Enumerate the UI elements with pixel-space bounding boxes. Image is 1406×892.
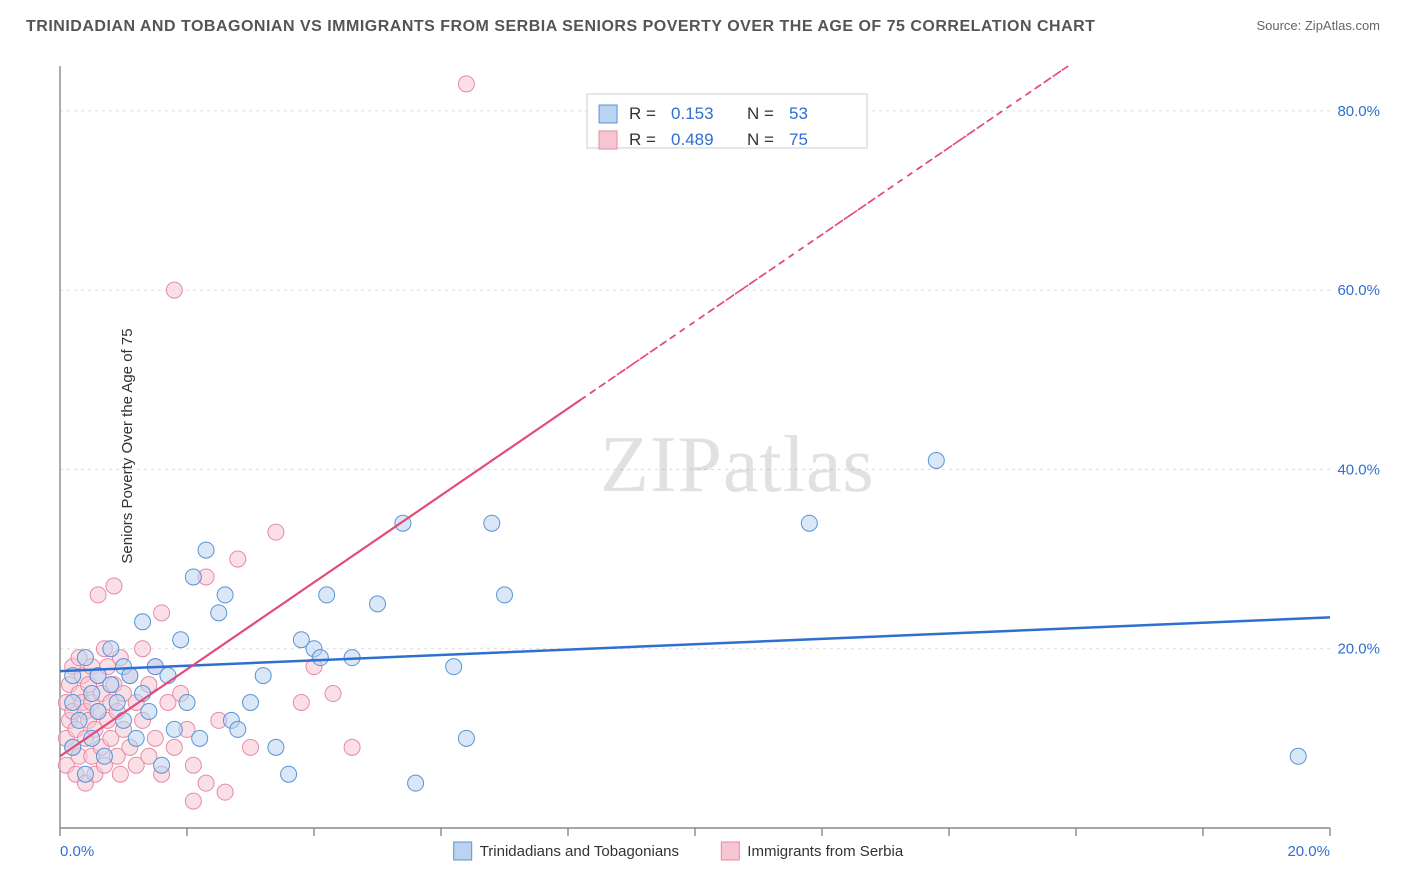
scatter-point-tt xyxy=(484,515,500,531)
scatter-point-sr xyxy=(268,524,284,540)
scatter-point-tt xyxy=(103,641,119,657)
x-tick-label: 0.0% xyxy=(60,843,94,860)
legend-swatch xyxy=(454,842,472,860)
scatter-point-tt xyxy=(928,452,944,468)
scatter-point-tt xyxy=(211,605,227,621)
source-label: Source: ZipAtlas.com xyxy=(1256,18,1380,33)
y-tick-label: 20.0% xyxy=(1337,641,1380,658)
scatter-point-tt xyxy=(90,703,106,719)
scatter-point-tt xyxy=(458,730,474,746)
scatter-point-sr xyxy=(185,793,201,809)
scatter-point-sr xyxy=(185,757,201,773)
stats-swatch xyxy=(599,105,617,123)
scatter-point-tt xyxy=(128,730,144,746)
scatter-point-tt xyxy=(281,766,297,782)
scatter-point-tt xyxy=(370,596,386,612)
scatter-point-sr xyxy=(344,739,360,755)
stats-r-label: R = xyxy=(629,130,656,149)
scatter-point-tt xyxy=(103,677,119,693)
scatter-point-tt xyxy=(77,766,93,782)
stats-r-value: 0.153 xyxy=(671,104,714,123)
scatter-point-sr xyxy=(293,694,309,710)
scatter-point-sr xyxy=(198,775,214,791)
scatter-point-sr xyxy=(154,605,170,621)
scatter-point-tt xyxy=(230,721,246,737)
y-tick-label: 40.0% xyxy=(1337,461,1380,478)
scatter-point-tt xyxy=(109,694,125,710)
scatter-point-tt xyxy=(166,721,182,737)
scatter-point-sr xyxy=(230,551,246,567)
scatter-point-tt xyxy=(96,748,112,764)
scatter-point-tt xyxy=(135,614,151,630)
scatter-point-tt xyxy=(319,587,335,603)
scatter-point-tt xyxy=(84,686,100,702)
scatter-point-sr xyxy=(106,578,122,594)
scatter-point-sr xyxy=(112,766,128,782)
scatter-point-sr xyxy=(135,641,151,657)
y-tick-label: 80.0% xyxy=(1337,103,1380,120)
stats-r-value: 0.489 xyxy=(671,130,714,149)
scatter-point-tt xyxy=(446,659,462,675)
scatter-point-sr xyxy=(166,282,182,298)
scatter-point-tt xyxy=(122,668,138,684)
legend-label: Trinidadians and Tobagonians xyxy=(480,843,679,860)
scatter-point-tt xyxy=(116,712,132,728)
stats-r-label: R = xyxy=(629,104,656,123)
legend-swatch xyxy=(721,842,739,860)
scatter-point-tt xyxy=(173,632,189,648)
chart-title: TRINIDADIAN AND TOBAGONIAN VS IMMIGRANTS… xyxy=(26,18,1095,36)
y-tick-label: 60.0% xyxy=(1337,282,1380,299)
scatter-point-sr xyxy=(90,587,106,603)
scatter-point-tt xyxy=(255,668,271,684)
scatter-point-tt xyxy=(217,587,233,603)
stats-swatch xyxy=(599,131,617,149)
scatter-point-sr xyxy=(166,739,182,755)
scatter-point-tt xyxy=(185,569,201,585)
scatter-point-tt xyxy=(192,730,208,746)
x-tick-label: 20.0% xyxy=(1287,843,1330,860)
scatter-point-tt xyxy=(179,694,195,710)
scatter-point-tt xyxy=(198,542,214,558)
scatter-chart: 0.0% 20.0% 20.0% 40.0% 60.0% 80.0% R = 0.153 N … xyxy=(50,48,1390,878)
scatter-point-tt xyxy=(154,757,170,773)
scatter-point-sr xyxy=(243,739,259,755)
legend-label: Immigrants from Serbia xyxy=(747,843,904,860)
scatter-point-sr xyxy=(217,784,233,800)
scatter-point-tt xyxy=(65,694,81,710)
stats-n-value: 53 xyxy=(789,104,808,123)
scatter-point-tt xyxy=(312,650,328,666)
stats-n-label: N = xyxy=(747,130,774,149)
scatter-point-sr xyxy=(325,686,341,702)
trend-line-sr xyxy=(60,400,581,757)
scatter-point-tt xyxy=(1290,748,1306,764)
stats-n-label: N = xyxy=(747,104,774,123)
scatter-point-sr xyxy=(458,76,474,92)
scatter-point-tt xyxy=(268,739,284,755)
scatter-point-tt xyxy=(408,775,424,791)
scatter-point-tt xyxy=(497,587,513,603)
scatter-point-sr xyxy=(147,730,163,746)
scatter-point-tt xyxy=(71,712,87,728)
stats-n-value: 75 xyxy=(789,130,808,149)
scatter-point-tt xyxy=(141,703,157,719)
scatter-point-tt xyxy=(801,515,817,531)
scatter-point-tt xyxy=(77,650,93,666)
scatter-point-tt xyxy=(243,694,259,710)
